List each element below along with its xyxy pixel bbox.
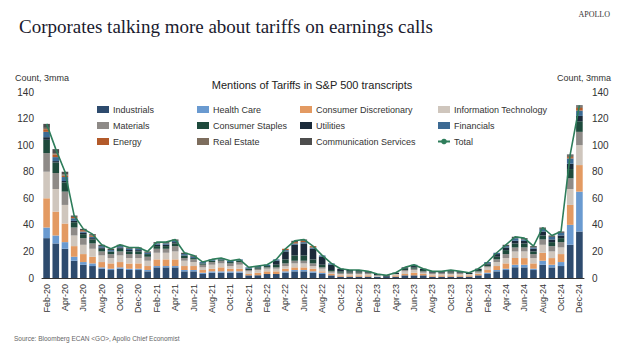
svg-text:Aug-20: Aug-20 [97,284,107,313]
svg-text:100: 100 [17,140,34,151]
svg-text:Aug-24: Aug-24 [538,284,548,313]
svg-text:Jun-22: Jun-22 [299,284,309,312]
svg-text:Count, 3mma: Count, 3mma [15,73,69,83]
svg-text:Aug-22: Aug-22 [317,284,327,313]
svg-text:Consumer Staples: Consumer Staples [213,121,288,131]
svg-text:Dec-22: Dec-22 [354,284,364,313]
svg-text:40: 40 [23,219,35,230]
svg-text:Apr-22: Apr-22 [280,284,290,311]
svg-text:Corporates talking more about: Corporates talking more about tariffs on… [19,16,433,37]
svg-text:60: 60 [592,193,604,204]
svg-text:Apr-23: Apr-23 [391,284,401,311]
svg-text:140: 140 [17,87,34,98]
svg-text:APOLLO: APOLLO [578,10,610,19]
svg-text:Health Care: Health Care [213,105,261,115]
svg-text:Dec-24: Dec-24 [574,284,584,313]
svg-text:Apr-24: Apr-24 [501,284,511,311]
svg-text:120: 120 [17,113,34,124]
svg-text:Source: Bloomberg ECAN <GO>, A: Source: Bloomberg ECAN <GO>, Apollo Chie… [14,335,180,343]
svg-text:Dec-20: Dec-20 [133,284,143,313]
svg-text:20: 20 [592,246,604,257]
svg-text:120: 120 [592,113,609,124]
svg-text:Count, 3mma: Count, 3mma [557,73,611,83]
svg-text:100: 100 [592,140,609,151]
svg-text:140: 140 [592,87,609,98]
svg-text:Feb-20: Feb-20 [42,284,52,313]
svg-text:Communication Services: Communication Services [316,137,416,147]
svg-text:Feb-24: Feb-24 [483,284,493,313]
svg-text:60: 60 [23,193,35,204]
svg-text:Real Estate: Real Estate [213,137,260,147]
svg-text:Jun-24: Jun-24 [519,284,529,312]
svg-text:Dec-23: Dec-23 [464,284,474,313]
svg-text:Consumer Discretionary: Consumer Discretionary [316,105,413,115]
svg-text:80: 80 [592,166,604,177]
svg-text:40: 40 [592,219,604,230]
svg-text:Jun-23: Jun-23 [409,284,419,312]
svg-text:Apr-20: Apr-20 [60,284,70,311]
svg-text:Oct-21: Oct-21 [225,284,235,311]
svg-text:Materials: Materials [113,121,150,131]
svg-text:20: 20 [23,246,35,257]
svg-text:Mentions of Tariffs in S&P 500: Mentions of Tariffs in S&P 500 transcrip… [212,79,413,91]
svg-text:0: 0 [592,273,598,284]
svg-text:Apr-21: Apr-21 [170,284,180,311]
svg-text:Oct-22: Oct-22 [336,284,346,311]
svg-text:80: 80 [23,166,35,177]
svg-text:Total: Total [454,137,473,147]
svg-text:Industrials: Industrials [113,105,155,115]
svg-text:Aug-23: Aug-23 [427,284,437,313]
svg-text:Aug-21: Aug-21 [207,284,217,313]
svg-text:Feb-23: Feb-23 [372,284,382,313]
svg-text:Jun-21: Jun-21 [189,284,199,312]
svg-text:Feb-21: Feb-21 [152,284,162,313]
svg-text:Dec-21: Dec-21 [244,284,254,313]
svg-text:Information Technology: Information Technology [454,105,547,115]
svg-text:Financials: Financials [454,121,495,131]
svg-text:Oct-24: Oct-24 [556,284,566,311]
svg-text:Jun-20: Jun-20 [78,284,88,312]
svg-text:Energy: Energy [113,137,142,147]
svg-text:Utilities: Utilities [316,121,346,131]
svg-text:Oct-23: Oct-23 [446,284,456,311]
svg-text:Feb-22: Feb-22 [262,284,272,313]
svg-text:Oct-20: Oct-20 [115,284,125,311]
svg-text:0: 0 [28,273,34,284]
